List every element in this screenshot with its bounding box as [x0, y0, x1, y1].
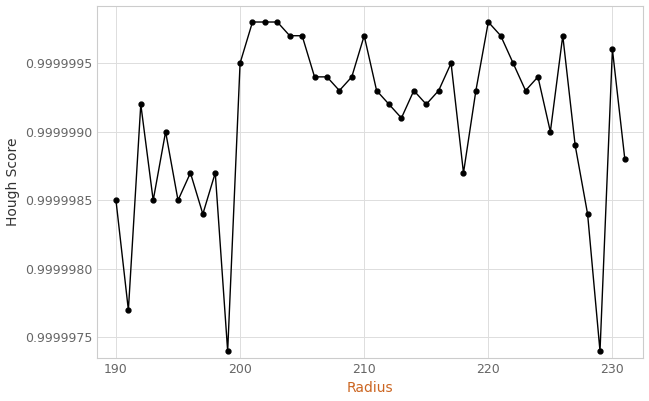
X-axis label: Radius: Radius — [347, 381, 394, 395]
Y-axis label: Hough Score: Hough Score — [6, 138, 19, 226]
